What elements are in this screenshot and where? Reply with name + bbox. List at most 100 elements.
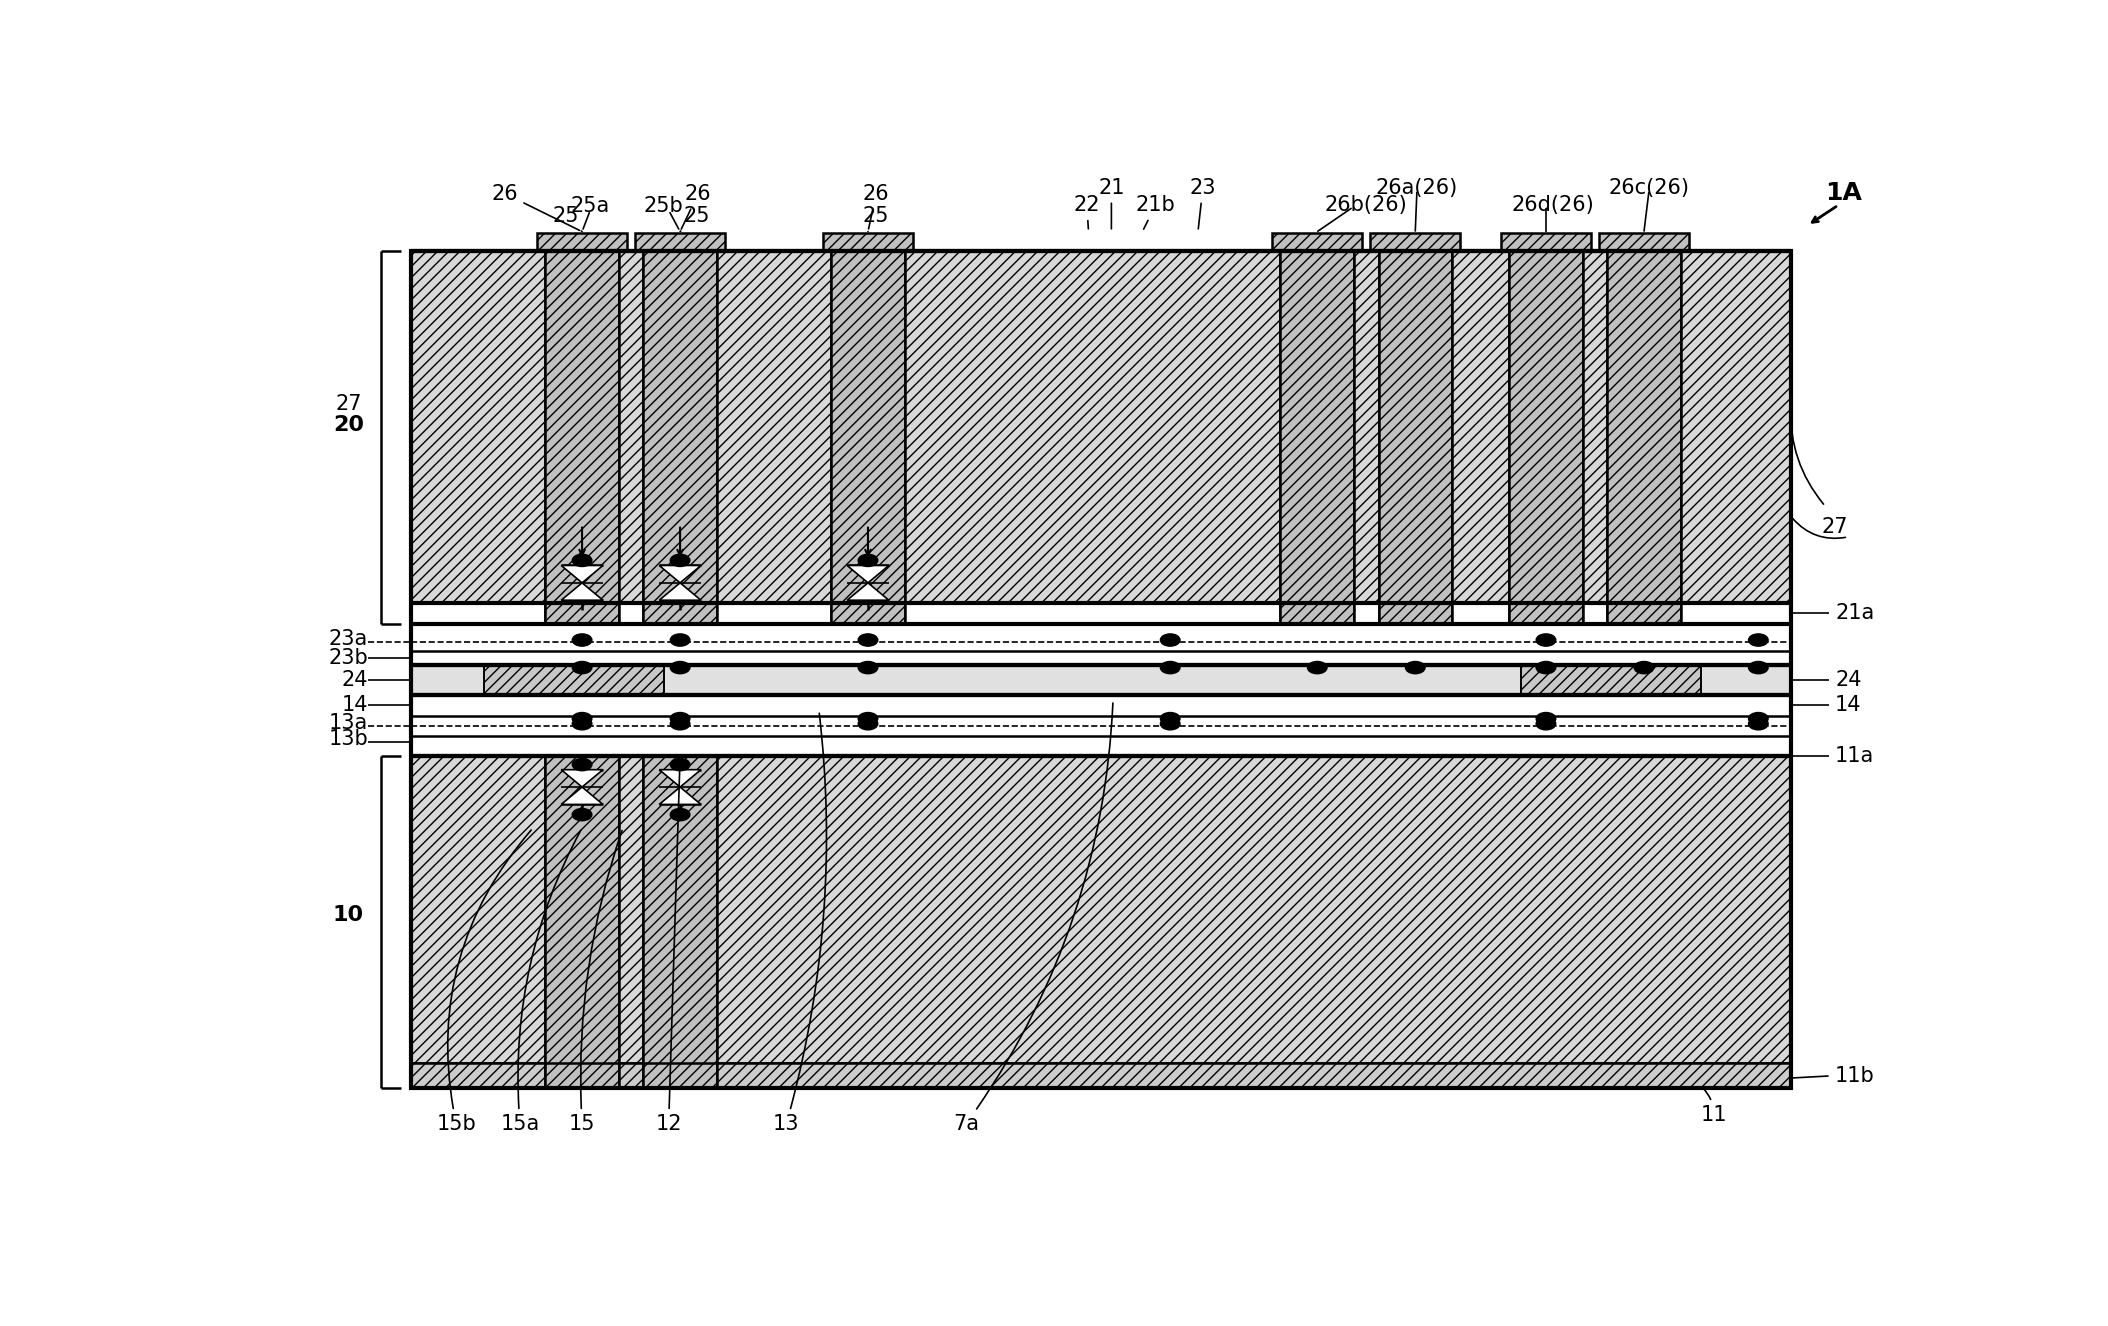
Text: 22: 22: [1073, 195, 1100, 229]
Text: 21b: 21b: [1136, 195, 1176, 229]
Polygon shape: [561, 583, 603, 601]
Text: 1A: 1A: [1826, 180, 1861, 204]
Bar: [546, 251, 620, 623]
Bar: [643, 756, 717, 1089]
Polygon shape: [561, 565, 603, 583]
Polygon shape: [660, 565, 702, 583]
Circle shape: [571, 662, 592, 674]
Text: 26a(26): 26a(26): [1377, 178, 1459, 198]
Text: 23: 23: [1189, 178, 1216, 229]
Text: 26: 26: [862, 184, 890, 229]
Circle shape: [1748, 634, 1769, 646]
Circle shape: [1748, 717, 1769, 729]
Circle shape: [571, 717, 592, 729]
Bar: [822, 232, 913, 251]
Circle shape: [670, 712, 689, 725]
Bar: [1509, 251, 1583, 623]
Circle shape: [571, 712, 592, 725]
Bar: [1280, 251, 1353, 623]
Text: 11b: 11b: [1836, 1066, 1874, 1086]
Polygon shape: [660, 788, 702, 805]
Text: 14: 14: [1836, 695, 1861, 715]
Circle shape: [858, 662, 877, 674]
Text: 15a: 15a: [500, 830, 580, 1134]
Text: 10: 10: [333, 904, 365, 924]
Text: 26: 26: [491, 184, 580, 231]
Text: 23b: 23b: [329, 648, 369, 668]
Circle shape: [1159, 712, 1180, 725]
Bar: [411, 1062, 1792, 1089]
Bar: [411, 251, 1792, 1089]
Bar: [831, 251, 904, 623]
Circle shape: [1406, 662, 1425, 674]
Circle shape: [1537, 662, 1556, 674]
Circle shape: [1307, 662, 1328, 674]
Text: 24: 24: [1836, 670, 1861, 690]
Circle shape: [1537, 634, 1556, 646]
Text: 13b: 13b: [329, 729, 369, 749]
Text: 25a: 25a: [571, 196, 609, 216]
Bar: [1379, 251, 1452, 623]
Bar: [538, 232, 626, 251]
Text: 27: 27: [335, 394, 363, 414]
Text: 26c(26): 26c(26): [1608, 178, 1689, 198]
Circle shape: [571, 554, 592, 566]
Bar: [1509, 251, 1583, 623]
Circle shape: [571, 634, 592, 646]
Bar: [411, 664, 1792, 695]
Text: 21: 21: [1098, 178, 1126, 229]
Text: 24: 24: [341, 670, 369, 690]
Circle shape: [858, 554, 877, 566]
Text: 15: 15: [569, 830, 622, 1134]
Text: 25: 25: [681, 207, 710, 232]
Polygon shape: [561, 788, 603, 805]
Bar: [1273, 232, 1362, 251]
Circle shape: [1159, 662, 1180, 674]
Bar: [485, 664, 664, 695]
Circle shape: [670, 662, 689, 674]
Bar: [411, 1062, 1792, 1089]
Circle shape: [1748, 662, 1769, 674]
Polygon shape: [847, 583, 890, 601]
Bar: [485, 664, 664, 695]
Text: 25b: 25b: [643, 196, 683, 216]
Circle shape: [858, 634, 877, 646]
Bar: [643, 756, 717, 1089]
Circle shape: [1537, 712, 1556, 725]
Bar: [411, 756, 1792, 1089]
Text: 25: 25: [552, 207, 582, 232]
Text: 13a: 13a: [329, 712, 369, 733]
Text: 26: 26: [681, 184, 710, 229]
Bar: [546, 756, 620, 1089]
Bar: [1280, 251, 1353, 623]
Circle shape: [1537, 717, 1556, 729]
Circle shape: [858, 717, 877, 729]
Bar: [831, 251, 904, 623]
Circle shape: [571, 758, 592, 770]
Text: 26b(26): 26b(26): [1324, 195, 1408, 215]
Bar: [411, 251, 1792, 603]
Bar: [1606, 251, 1680, 623]
Circle shape: [670, 634, 689, 646]
Text: 25: 25: [862, 207, 890, 232]
Circle shape: [1748, 712, 1769, 725]
Text: 11: 11: [1701, 1089, 1726, 1124]
Text: 14: 14: [341, 695, 369, 715]
Polygon shape: [561, 769, 603, 788]
Text: 13: 13: [774, 713, 826, 1134]
Bar: [1522, 664, 1701, 695]
Bar: [1606, 251, 1680, 623]
Text: 11a: 11a: [1836, 747, 1874, 766]
Circle shape: [670, 758, 689, 770]
Circle shape: [670, 809, 689, 821]
Text: 27: 27: [1821, 517, 1849, 537]
Circle shape: [670, 717, 689, 729]
Circle shape: [858, 712, 877, 725]
Text: 15b: 15b: [436, 830, 531, 1134]
Bar: [411, 603, 1792, 623]
Text: 21a: 21a: [1836, 603, 1874, 623]
Bar: [546, 251, 620, 623]
Circle shape: [1159, 634, 1180, 646]
Bar: [1370, 232, 1461, 251]
Bar: [1501, 232, 1592, 251]
